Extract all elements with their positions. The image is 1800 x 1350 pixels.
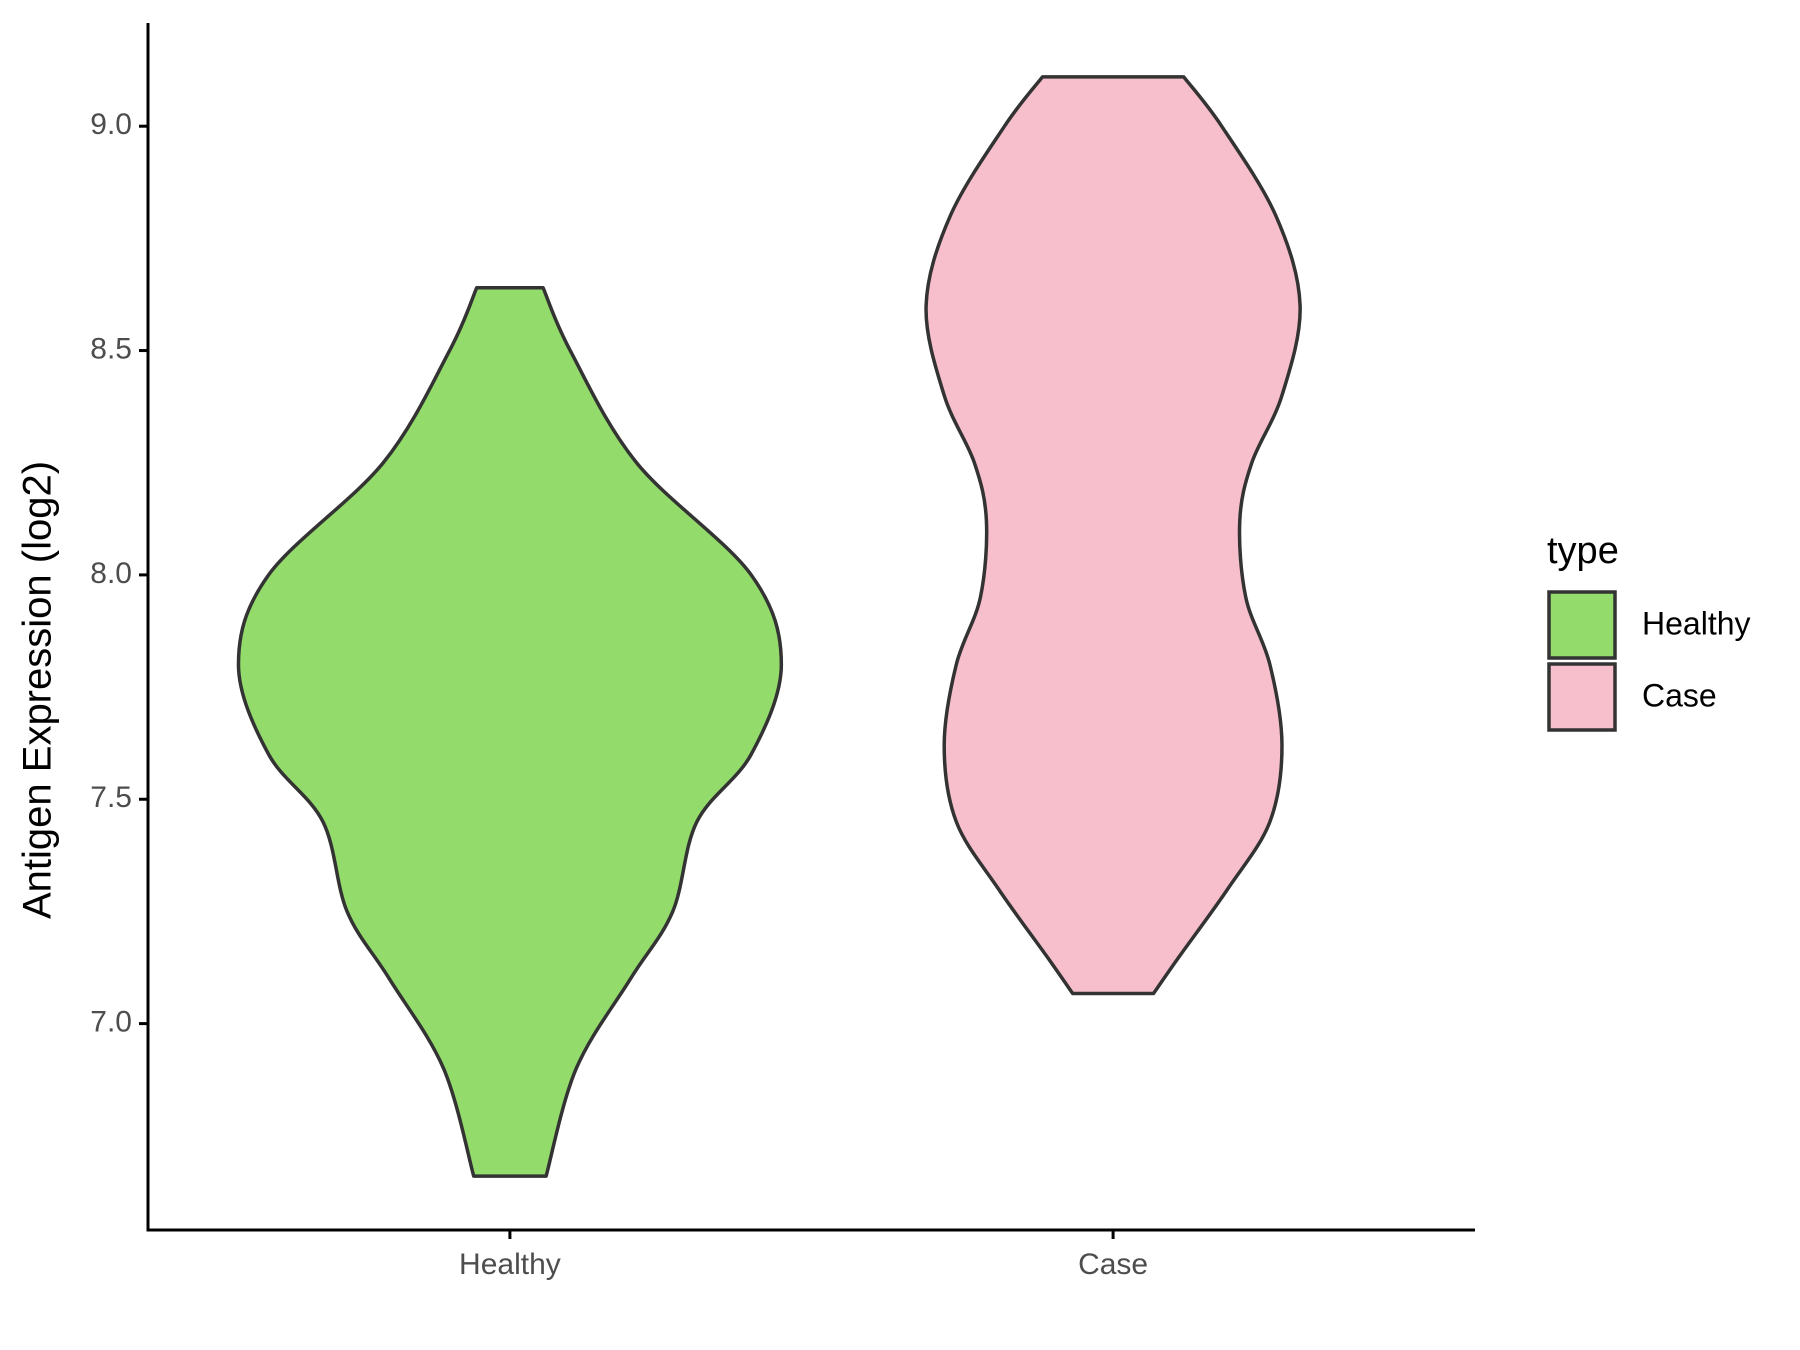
y-tick-label: 8.5 (90, 332, 132, 365)
y-tick-label: 8.0 (90, 557, 132, 590)
y-tick-label: 9.0 (90, 108, 132, 141)
violin (924, 75, 1302, 996)
y-tick-label: 7.5 (90, 781, 132, 814)
legend-label: Case (1642, 677, 1717, 713)
legend-title: type (1547, 530, 1619, 572)
legend-swatch (1547, 590, 1617, 660)
legend-label: Healthy (1642, 605, 1751, 641)
x-tick-label: Case (1078, 1248, 1148, 1281)
y-tick-label: 7.0 (90, 1006, 132, 1039)
legend-swatch (1547, 662, 1617, 732)
x-tick-label: Healthy (459, 1248, 561, 1281)
y-axis-title: Antigen Expression (log2) (16, 461, 60, 919)
violin (236, 285, 784, 1178)
